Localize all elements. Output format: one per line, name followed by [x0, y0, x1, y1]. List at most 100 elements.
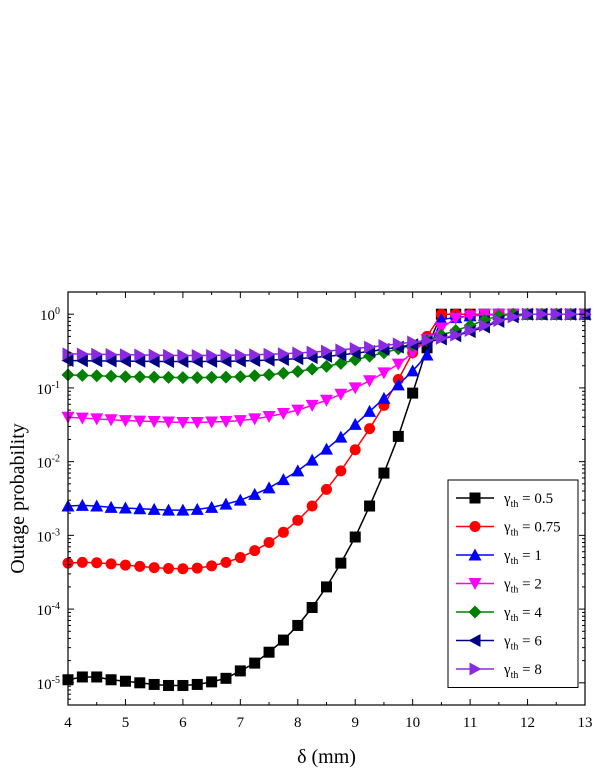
data-point — [133, 502, 147, 515]
data-point — [219, 370, 233, 384]
data-point — [335, 465, 347, 477]
data-point — [305, 362, 319, 376]
data-point — [348, 417, 362, 430]
data-point — [391, 378, 405, 391]
x-tick-label: 9 — [351, 715, 359, 731]
data-point — [463, 310, 477, 323]
legend-label: γth = 0.5 — [503, 491, 553, 510]
data-point — [119, 559, 131, 571]
data-point — [162, 416, 176, 429]
data-point — [148, 678, 160, 690]
data-point — [147, 370, 161, 384]
data-point — [392, 337, 405, 351]
data-point — [292, 619, 304, 631]
data-point — [233, 493, 247, 506]
data-point — [493, 314, 506, 328]
data-point — [206, 560, 218, 572]
data-point — [118, 370, 132, 384]
data-point — [406, 364, 420, 377]
data-point — [134, 348, 147, 362]
data-point — [177, 563, 189, 575]
data-point — [335, 343, 348, 357]
data-point — [248, 487, 262, 500]
data-point — [276, 352, 289, 366]
data-point — [349, 342, 362, 356]
x-axis-label: δ (mm) — [297, 746, 356, 768]
data-point — [407, 335, 420, 349]
data-point — [105, 674, 117, 686]
data-point — [206, 676, 218, 688]
data-point — [449, 312, 463, 325]
data-point — [434, 322, 448, 335]
plot-area — [61, 307, 592, 691]
data-point — [104, 369, 118, 383]
data-point — [90, 369, 104, 383]
data-point — [263, 646, 275, 658]
data-point — [219, 497, 233, 510]
data-point — [234, 552, 246, 564]
data-point — [263, 537, 275, 549]
data-point — [305, 399, 319, 412]
data-point — [177, 349, 190, 363]
legend-item: γth = 1 — [456, 548, 542, 567]
y-tick-label: 10-1 — [37, 380, 60, 398]
x-tick-label: 5 — [122, 715, 130, 731]
data-point — [306, 500, 318, 512]
data-point — [348, 382, 362, 395]
data-point — [220, 556, 232, 568]
data-point — [220, 348, 233, 362]
data-point — [104, 414, 118, 427]
legend-label: γth = 4 — [503, 605, 542, 624]
data-point — [306, 345, 319, 359]
data-point — [147, 354, 160, 368]
legend-item: γth = 0.5 — [456, 491, 553, 510]
data-point — [276, 366, 290, 380]
data-point — [450, 328, 463, 342]
data-point — [277, 634, 289, 646]
data-point — [507, 310, 520, 324]
data-point — [191, 678, 203, 690]
x-tick-label: 8 — [294, 715, 302, 731]
data-point — [248, 413, 262, 426]
data-point — [75, 368, 89, 382]
x-tick-label: 4 — [64, 715, 72, 731]
data-point — [291, 464, 305, 477]
data-point — [76, 671, 88, 683]
data-point — [233, 354, 246, 368]
data-point — [148, 348, 161, 362]
data-point — [91, 557, 103, 569]
data-point — [177, 679, 189, 691]
data-point — [262, 368, 276, 382]
data-point — [277, 526, 289, 538]
legend: γth = 0.5 γth = 0.75 γth = 1 γth = 2 γth = 4… — [447, 479, 579, 688]
data-point — [364, 340, 377, 354]
data-point — [306, 602, 318, 614]
data-point — [464, 324, 477, 338]
data-point — [147, 502, 161, 515]
data-point — [190, 355, 203, 369]
x-tick-label: 7 — [237, 715, 245, 731]
data-point — [292, 346, 305, 360]
data-point — [377, 367, 391, 380]
legend-marker — [469, 662, 482, 676]
legend-marker — [468, 634, 481, 647]
data-point — [147, 416, 161, 429]
data-point — [320, 359, 333, 373]
data-point — [349, 531, 361, 543]
y-tick-label: 10-2 — [37, 454, 60, 472]
data-point — [263, 347, 276, 361]
data-point — [233, 415, 247, 428]
data-point — [305, 453, 319, 466]
data-point — [176, 355, 189, 369]
data-point — [105, 347, 118, 361]
legend-marker — [469, 492, 481, 504]
data-point — [391, 358, 405, 371]
data-point — [191, 562, 203, 574]
data-point — [249, 348, 262, 362]
data-point — [162, 355, 175, 369]
data-point — [176, 371, 190, 385]
data-point — [292, 514, 304, 526]
data-point — [522, 307, 535, 321]
legend-item: γth = 4 — [456, 605, 542, 624]
